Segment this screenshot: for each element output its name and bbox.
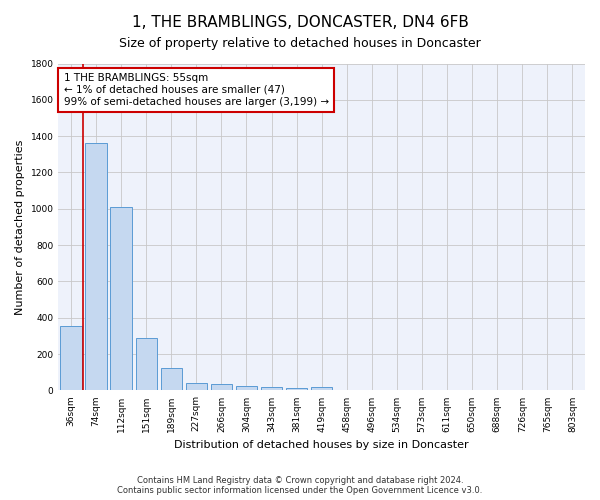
Text: 1 THE BRAMBLINGS: 55sqm
← 1% of detached houses are smaller (47)
99% of semi-det: 1 THE BRAMBLINGS: 55sqm ← 1% of detached… <box>64 74 329 106</box>
Bar <box>236 386 257 390</box>
Bar <box>110 207 132 390</box>
Text: Contains HM Land Registry data © Crown copyright and database right 2024.
Contai: Contains HM Land Registry data © Crown c… <box>118 476 482 495</box>
Text: 1, THE BRAMBLINGS, DONCASTER, DN4 6FB: 1, THE BRAMBLINGS, DONCASTER, DN4 6FB <box>131 15 469 30</box>
Bar <box>161 368 182 390</box>
Text: Size of property relative to detached houses in Doncaster: Size of property relative to detached ho… <box>119 38 481 51</box>
Bar <box>185 383 207 390</box>
Y-axis label: Number of detached properties: Number of detached properties <box>15 140 25 314</box>
Bar <box>286 388 307 390</box>
Bar <box>85 142 107 390</box>
X-axis label: Distribution of detached houses by size in Doncaster: Distribution of detached houses by size … <box>175 440 469 450</box>
Bar <box>136 338 157 390</box>
Bar <box>211 384 232 390</box>
Bar <box>261 387 282 390</box>
Bar <box>311 387 332 390</box>
Bar <box>60 326 82 390</box>
